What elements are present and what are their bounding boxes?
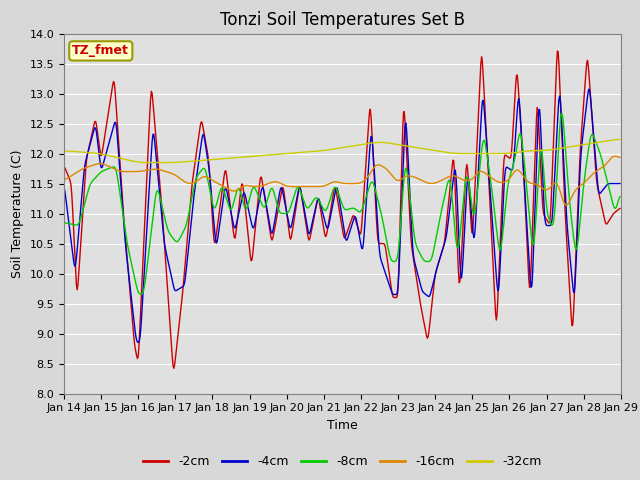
-4cm [410,258,418,264]
-32cm [427,147,435,153]
-16cm [611,154,618,159]
Line: -2cm: -2cm [64,51,620,368]
X-axis label: Time: Time [327,419,358,432]
-32cm [410,144,418,150]
-4cm [427,290,435,296]
-32cm [214,156,221,162]
Line: -4cm: -4cm [64,89,620,342]
-16cm [426,180,434,186]
-32cm [185,159,193,165]
-4cm [214,234,221,240]
-2cm [616,205,624,211]
-8cm [70,222,78,228]
-4cm [185,245,193,251]
-2cm [127,304,135,310]
-2cm [60,164,68,169]
-8cm [185,212,193,218]
-4cm [616,180,624,186]
-8cm [616,194,624,200]
-8cm [137,291,145,297]
-4cm [134,339,142,345]
-8cm [427,257,435,263]
-16cm [70,171,78,177]
-8cm [60,220,68,226]
-2cm [70,236,78,242]
-16cm [410,174,417,180]
-32cm [60,148,68,154]
Title: Tonzi Soil Temperatures Set B: Tonzi Soil Temperatures Set B [220,11,465,29]
-8cm [410,233,418,239]
-8cm [558,111,566,117]
-32cm [127,158,135,164]
Line: -16cm: -16cm [64,156,620,205]
-2cm [214,220,221,226]
-4cm [127,294,135,300]
Legend: -2cm, -4cm, -8cm, -16cm, -32cm: -2cm, -4cm, -8cm, -16cm, -32cm [138,450,547,473]
-2cm [554,48,561,54]
-16cm [184,180,191,186]
-16cm [563,202,570,208]
-32cm [616,137,624,143]
-16cm [60,176,68,182]
-16cm [127,168,135,174]
-4cm [70,261,78,266]
Line: -32cm: -32cm [64,140,620,163]
-2cm [427,314,435,320]
Y-axis label: Soil Temperature (C): Soil Temperature (C) [11,149,24,278]
-2cm [185,222,193,228]
-8cm [214,196,221,202]
-2cm [410,262,418,267]
-2cm [170,365,178,371]
Text: TZ_fmet: TZ_fmet [72,44,129,58]
-16cm [616,155,624,160]
-8cm [127,260,135,265]
-4cm [585,86,593,92]
-16cm [213,180,221,186]
Line: -8cm: -8cm [64,114,620,294]
-32cm [70,148,78,154]
-4cm [60,184,68,190]
-32cm [154,160,161,166]
